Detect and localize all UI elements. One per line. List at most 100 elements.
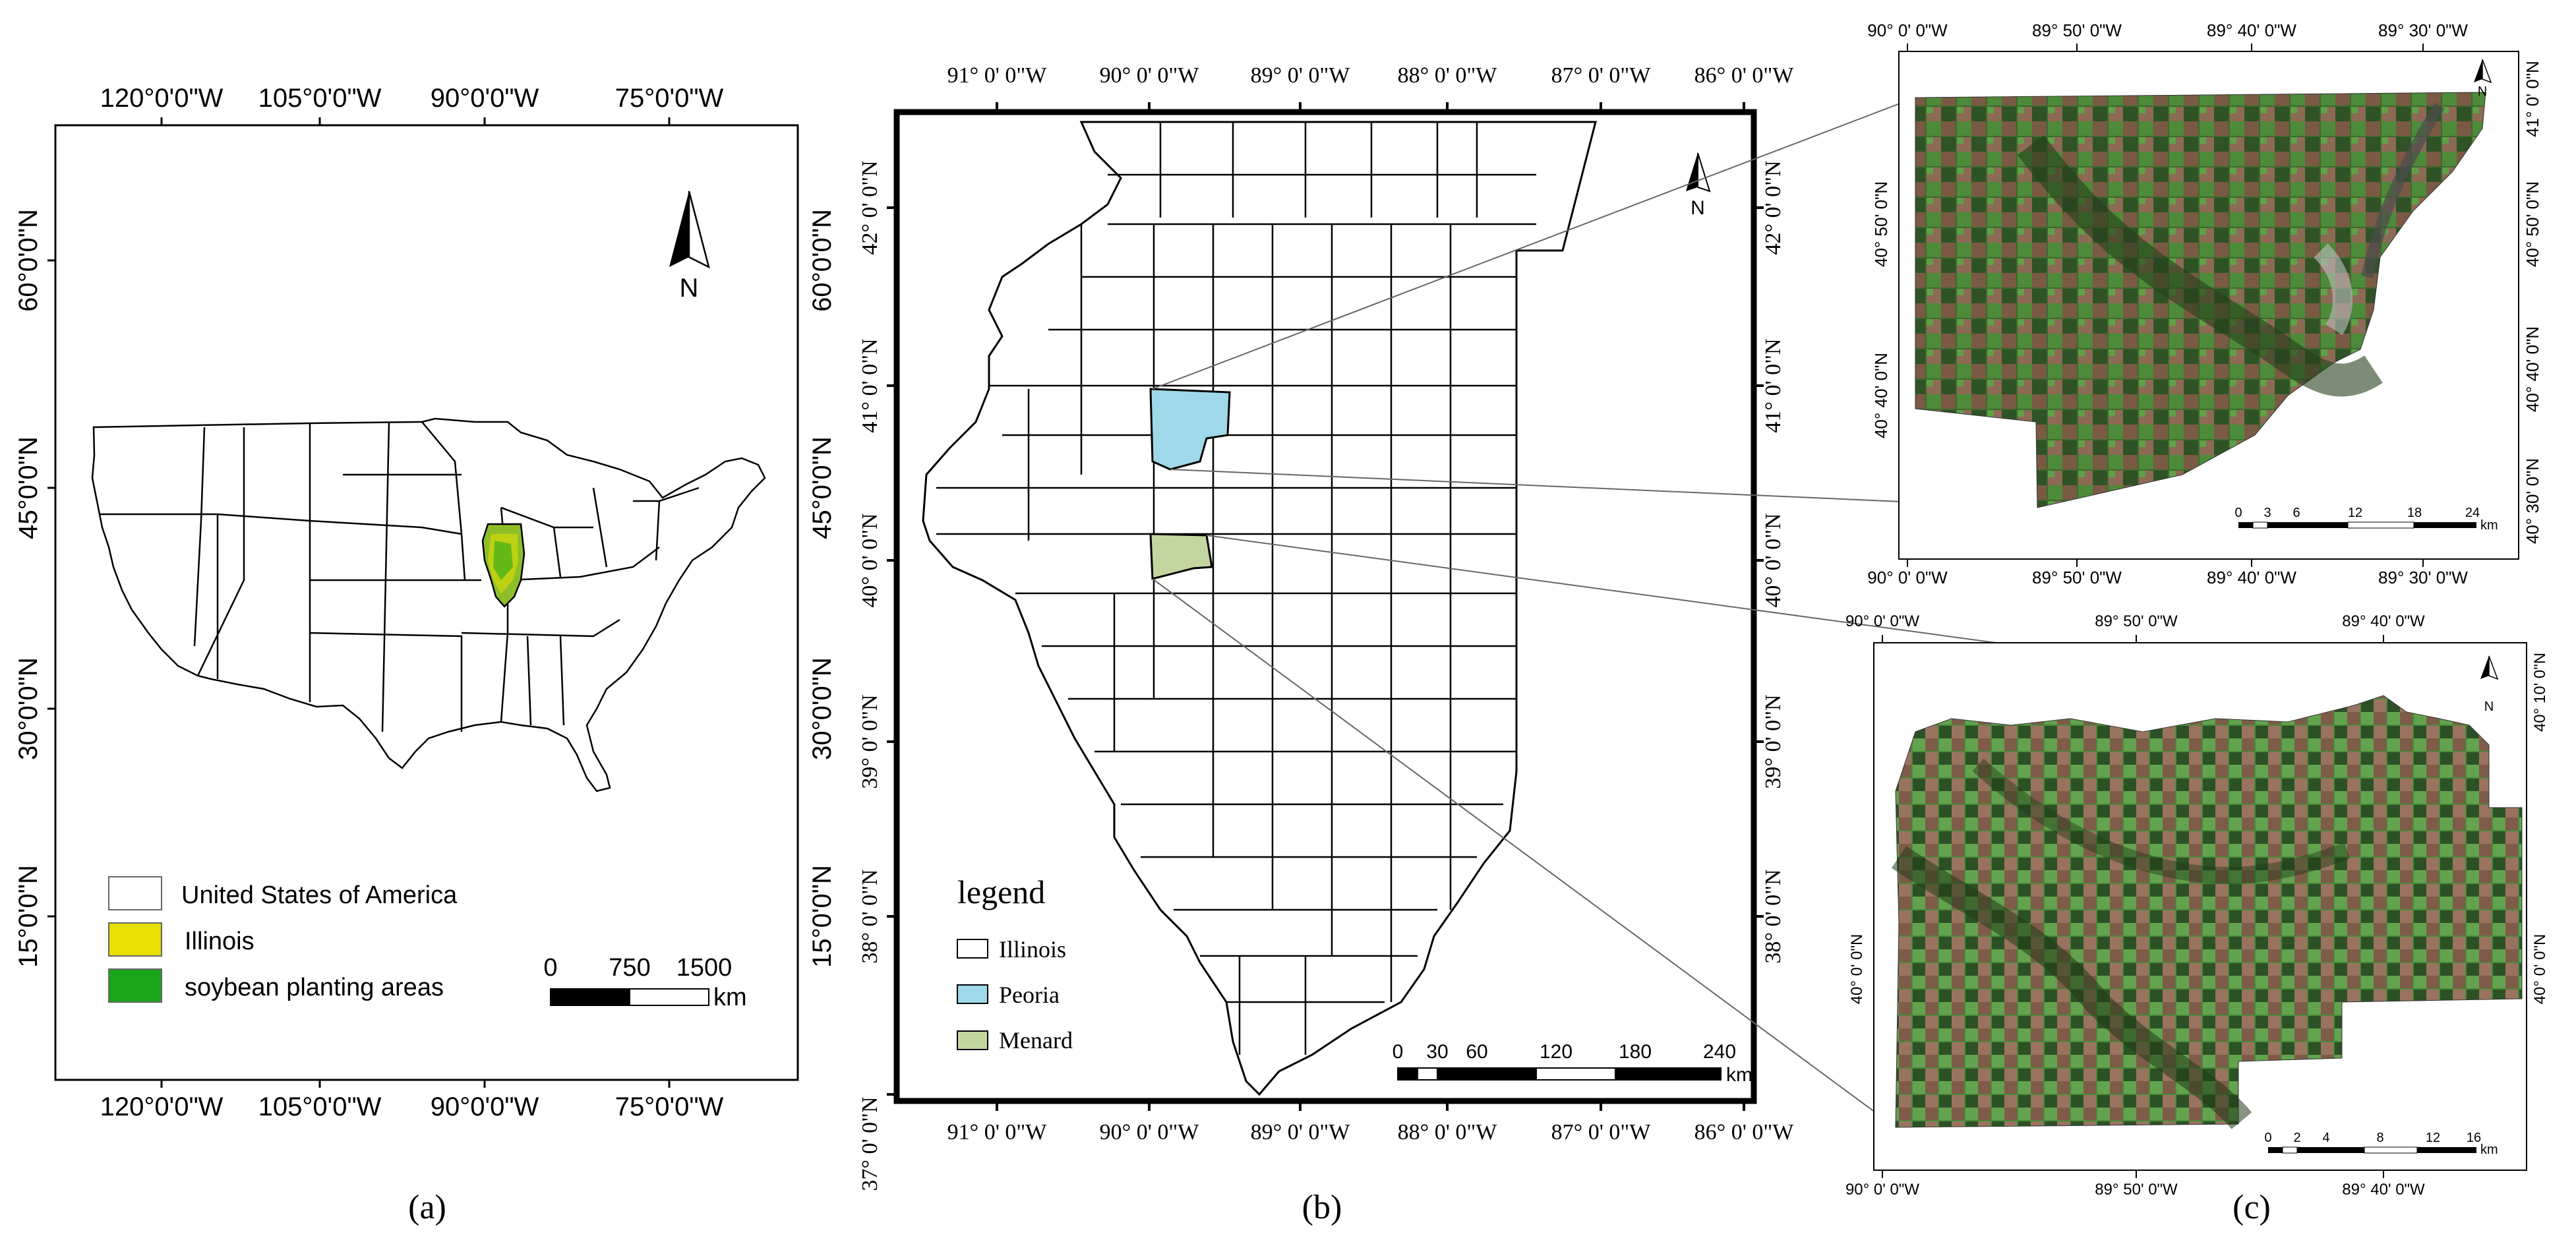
scale-label: 0	[2234, 506, 2242, 520]
north-arrow-icon: N	[1686, 152, 1711, 219]
legend-label: Illinois	[999, 936, 1066, 963]
a-top-tick: 90°0'0"W	[431, 84, 539, 113]
b-left-tick: 39° 0' 0"N	[858, 694, 882, 788]
scale-label: 240	[1703, 1041, 1736, 1063]
menard-river-valley	[1891, 846, 2252, 1130]
panel-b-right-ticks: 42° 0' 0"N 41° 0' 0"N 40° 0' 0"N 39° 0' …	[1754, 160, 1785, 964]
legend-label: Illinois	[185, 928, 255, 955]
scale-label: 1500	[676, 954, 733, 982]
scale-label: 120	[1540, 1041, 1573, 1063]
a-left-tick: 60°0'0"N	[14, 209, 43, 312]
b-right-tick: 42° 0' 0"N	[1761, 160, 1785, 254]
scale-label: 12	[2348, 506, 2362, 520]
a-bottom-tick: 90°0'0"W	[431, 1092, 539, 1121]
a-left-tick: 15°0'0"N	[14, 865, 43, 968]
menard-top-ticks: 90° 0' 0"W 89° 50' 0"W 89° 40' 0"W	[1845, 612, 2425, 643]
a-left-tick: 45°0'0"N	[14, 436, 43, 539]
b-left-tick: 40° 0' 0"N	[858, 513, 882, 607]
peoria-top-ticks: 90° 0' 0"W 89° 50' 0"W 89° 40' 0"W 89° 3…	[1867, 20, 2468, 51]
panel-b-outer-left-ticks: 60°0'0"N 45°0'0"N 30°0'0"N 15°0'0"N	[808, 209, 837, 968]
b-left-tick: 42° 0' 0"N	[858, 160, 882, 254]
peoria-right-ticks: 41° 0' 0"N 40° 50' 0"N 40° 40' 0"N 40° 3…	[2523, 61, 2542, 544]
scale-label: 12	[2426, 1131, 2440, 1145]
panel-a-top-ticks: 120°0'0"W 105°0'0"W 90°0'0"W 75°0'0"W	[100, 84, 724, 125]
panel-b-caption: (b)	[1302, 1189, 1342, 1226]
a-bottom-tick: 120°0'0"W	[100, 1092, 224, 1121]
b-outer-tick: 15°0'0"N	[808, 865, 837, 968]
b-left-tick: 37° 0' 0"N	[858, 1096, 882, 1191]
panel-a-caption: (a)	[408, 1189, 446, 1226]
scale-label: 8	[2376, 1131, 2383, 1145]
panel-b-top-ticks: 91° 0' 0"W 90° 0' 0"W 89° 0' 0"W 88° 0' …	[947, 63, 1794, 112]
b-right-tick: 40° 0' 0"N	[1761, 513, 1785, 607]
c1-bottom-tick: 89° 40' 0"W	[2207, 568, 2296, 587]
b-bottom-tick: 91° 0' 0"W	[947, 1120, 1048, 1144]
scale-unit: km	[1726, 1064, 1752, 1086]
legend-label: Peoria	[999, 982, 1060, 1008]
scale-unit: km	[713, 984, 747, 1011]
north-arrow-icon: N	[2480, 655, 2499, 714]
c2-top-tick: 90° 0' 0"W	[1845, 612, 1919, 630]
illinois-outline	[922, 121, 1597, 1096]
b-right-tick: 38° 0' 0"N	[1761, 869, 1785, 963]
c1-top-tick: 89° 30' 0"W	[2378, 20, 2468, 40]
us-map	[91, 417, 766, 792]
scale-label: 60	[1466, 1041, 1487, 1063]
c2-left-tick: 40° 0' 0"N	[1848, 934, 1866, 1005]
b-outer-tick: 45°0'0"N	[808, 436, 837, 539]
a-top-tick: 75°0'0"W	[615, 84, 724, 113]
b-left-tick: 38° 0' 0"N	[858, 869, 882, 963]
panel-a-us-map: 120°0'0"W 105°0'0"W 90°0'0"W 75°0'0"W 12…	[14, 84, 799, 1226]
b-bottom-tick: 88° 0' 0"W	[1398, 1120, 1498, 1144]
b-top-tick: 87° 0' 0"W	[1551, 63, 1652, 88]
b-bottom-tick: 87° 0' 0"W	[1551, 1120, 1652, 1144]
panel-a-left-ticks: 60°0'0"N 45°0'0"N 30°0'0"N 15°0'0"N	[14, 209, 55, 968]
menard-satellite-map: 90° 0' 0"W 89° 50' 0"W 89° 40' 0"W 90° 0…	[1845, 612, 2549, 1199]
c1-bottom-tick: 90° 0' 0"W	[1867, 568, 1948, 587]
c1-right-tick: 40° 30' 0"N	[2523, 458, 2542, 544]
b-outer-tick: 60°0'0"N	[808, 209, 837, 312]
legend-label: Menard	[999, 1027, 1073, 1053]
b-top-tick: 88° 0' 0"W	[1398, 63, 1498, 88]
b-right-tick: 39° 0' 0"N	[1761, 694, 1785, 788]
legend-swatch-illinois	[108, 922, 162, 957]
legend-swatch-peoria	[957, 984, 988, 1004]
scale-label: 4	[2322, 1131, 2329, 1145]
a-top-tick: 105°0'0"W	[258, 84, 382, 113]
peoria-county	[1149, 388, 1231, 471]
panel-b-left-ticks: 42° 0' 0"N 41° 0' 0"N 40° 0' 0"N 39° 0' …	[858, 160, 897, 1191]
peoria-bottom-ticks: 90° 0' 0"W 89° 50' 0"W 89° 40' 0"W 89° 3…	[1867, 559, 2468, 587]
legend-title: legend	[957, 874, 1045, 910]
b-left-tick: 41° 0' 0"N	[858, 338, 882, 432]
c1-left-tick: 40° 40' 0"N	[1871, 353, 1891, 438]
b-right-tick: 41° 0' 0"N	[1761, 338, 1785, 432]
menard-imagery	[1895, 695, 2523, 1128]
north-label: N	[1691, 197, 1705, 219]
scale-label: 2	[2293, 1131, 2300, 1145]
c1-top-tick: 89° 50' 0"W	[2032, 20, 2122, 40]
scale-label: 750	[609, 954, 650, 982]
c1-right-tick: 40° 50' 0"N	[2523, 181, 2542, 267]
c1-top-tick: 89° 40' 0"W	[2207, 20, 2296, 40]
a-bottom-tick: 105°0'0"W	[258, 1092, 382, 1121]
scale-label: 0	[1393, 1041, 1404, 1063]
b-bottom-tick: 89° 0' 0"W	[1251, 1120, 1351, 1144]
scale-label: 0	[2264, 1131, 2271, 1145]
legend-swatch-menard	[957, 1030, 988, 1050]
menard-right-ticks: 40° 10' 0"N 40° 0' 0"N	[2531, 653, 2549, 1004]
c2-bottom-tick: 90° 0' 0"W	[1845, 1181, 1919, 1199]
soybean-area	[493, 541, 513, 580]
scale-label: 18	[2407, 506, 2422, 520]
c2-right-tick: 40° 10' 0"N	[2531, 653, 2549, 732]
panel-a-bottom-ticks: 120°0'0"W 105°0'0"W 90°0'0"W 75°0'0"W	[100, 1080, 724, 1121]
c1-top-tick: 90° 0' 0"W	[1867, 20, 1948, 40]
b-bottom-tick: 90° 0' 0"W	[1100, 1120, 1200, 1144]
b-outer-tick: 30°0'0"N	[808, 657, 837, 760]
legend-swatch-us	[108, 876, 162, 910]
panel-a-scale-bar: 0 750 1500 km	[543, 954, 746, 1011]
peoria-scale-bar: 0 3 6 12 18 24 km	[2234, 506, 2498, 533]
panel-b-legend: legend Illinois Peoria Menard	[957, 874, 1073, 1053]
scale-label: 180	[1619, 1041, 1652, 1063]
c1-right-tick: 40° 40' 0"N	[2523, 326, 2542, 412]
